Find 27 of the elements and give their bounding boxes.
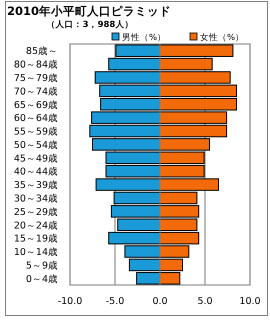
- y-tick-label: 85歳～: [26, 45, 58, 58]
- y-tick-label: 25～29歳: [14, 206, 58, 218]
- y-tick-label: 10～14歳: [14, 246, 58, 258]
- x-tick-label: 10.0: [239, 296, 261, 307]
- y-tick-label: 65～69歳: [14, 98, 58, 111]
- y-tick-label: 30～34歳: [14, 192, 58, 204]
- y-tick-label: 50～54歳: [14, 138, 58, 151]
- x-tick-label: 5.0: [197, 296, 213, 307]
- x-tick-label: -5.0: [106, 296, 124, 307]
- y-tick-label: 20～24歳: [14, 219, 58, 232]
- y-tick-label: 0～4歳: [26, 272, 58, 285]
- legend-label: 女性（%）: [200, 32, 244, 43]
- chart-subtitle: （人口：3，988人）: [46, 19, 134, 30]
- y-tick-label: 75～79歳: [14, 72, 58, 84]
- y-tick-label: 70～74歳: [14, 85, 58, 98]
- y-tick-label: 35～39歳: [14, 179, 58, 192]
- y-tick-label: 15～19歳: [14, 232, 58, 245]
- y-tick-label: 45～49歳: [14, 152, 58, 164]
- x-tick-label: 0.0: [152, 296, 168, 307]
- y-tick-label: 55～59歳: [14, 126, 58, 138]
- legend-label: 男性（%）: [122, 32, 166, 43]
- y-tick-label: 60～64歳: [14, 112, 58, 124]
- y-tick-label: 80～84歳: [14, 58, 58, 71]
- y-tick-label: 40～44歳: [14, 166, 58, 178]
- x-tick-label: -10.0: [58, 296, 82, 307]
- chart-title: 2010年小平町人口ピラミッド: [7, 4, 172, 18]
- y-tick-label: 5～9歳: [26, 259, 58, 272]
